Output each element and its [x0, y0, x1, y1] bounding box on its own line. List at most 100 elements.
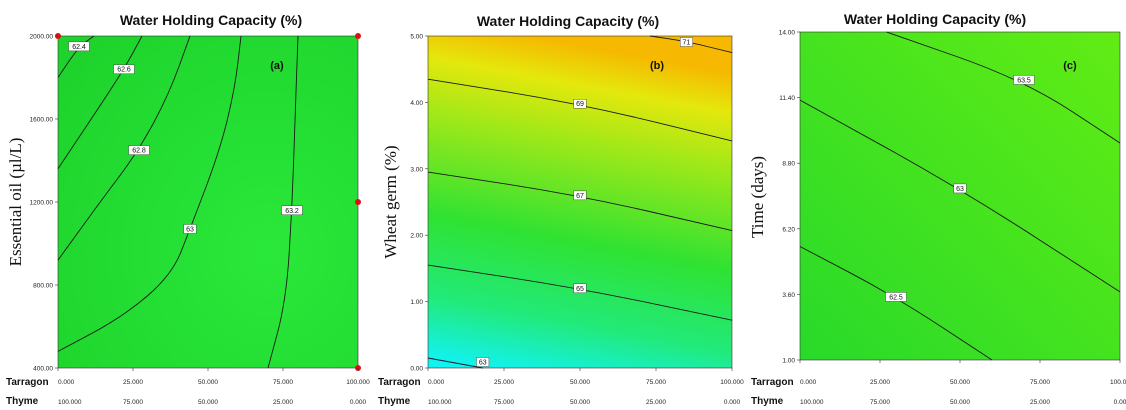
- panel-c-x-row-tarragon: Tarragon: [751, 377, 794, 388]
- contour-label-box: [573, 99, 587, 109]
- x-tick-label-thyme: 25.000: [273, 399, 293, 406]
- y-tick-label: 2.00: [410, 233, 423, 240]
- x-tick-label-tarragon: 75.000: [273, 379, 293, 386]
- panel-c-ylabel: Time (days): [748, 156, 767, 238]
- contour-line: [427, 264, 733, 321]
- panel-b-plot-area: [427, 35, 733, 369]
- contour-label-box: [183, 224, 197, 234]
- contour-line: [427, 357, 483, 369]
- x-tick-label-thyme: 75.000: [494, 399, 514, 406]
- contour-label-box: [68, 41, 90, 52]
- contour-line: [267, 35, 299, 369]
- panel-a-x-row-thyme: Thyme: [6, 396, 39, 407]
- panel-b-y-ticks: 0.00 1.00 2.00 3.00 4.00 5.00: [410, 34, 428, 373]
- panel-a-contours: 62.4 62.6 62.8 63 63.2: [55, 33, 361, 371]
- x-tick-label-thyme: 75.000: [123, 399, 143, 406]
- y-tick-label: 1200.00: [30, 200, 54, 207]
- contour-line: [799, 99, 1121, 293]
- y-tick-label: 3.00: [410, 166, 423, 173]
- panel-a-label: (a): [270, 60, 284, 72]
- design-point-marker: [355, 33, 361, 39]
- x-tick-label-thyme: 50.000: [198, 399, 218, 406]
- x-tick-label-tarragon: 100.000: [720, 379, 744, 386]
- x-tick-label-tarragon: 25.000: [494, 379, 514, 386]
- x-tick-label-thyme: 100.000: [58, 399, 82, 406]
- x-tick-label-thyme: 100.000: [800, 399, 824, 406]
- contour-label-box: [128, 145, 150, 155]
- y-tick-label: 5.00: [410, 34, 423, 41]
- contour-label-box: [113, 64, 135, 74]
- x-tick-label-thyme: 0.000: [350, 399, 367, 406]
- x-tick-label-tarragon: 50.000: [570, 379, 590, 386]
- contour-label: 69: [576, 101, 584, 108]
- x-tick-label-thyme: 50.000: [570, 399, 590, 406]
- x-tick-label-tarragon: 25.000: [870, 379, 890, 386]
- contour-line: [649, 35, 733, 54]
- panel-a-x-ticks: 0.000 25.000 50.000 75.000 100.000 100.000 75.…: [57, 368, 370, 406]
- x-tick-label-tarragon: 0.000: [800, 379, 817, 386]
- x-tick-label-thyme: 75.000: [870, 399, 890, 406]
- panel-b-x-ticks: 0.000 25.000 50.000 75.000 100.000 100.000 75.…: [427, 368, 744, 406]
- panel-b-label: (b): [650, 60, 664, 72]
- contour-label-box: [680, 37, 693, 47]
- panel-c: Water Holding Capacity (%) Time (days) 6…: [748, 11, 1126, 407]
- x-tick-label-tarragon: 0.000: [58, 379, 75, 386]
- x-tick-label-tarragon: 50.000: [950, 379, 970, 386]
- contour-label: 67: [576, 193, 584, 200]
- panel-c-title: Water Holding Capacity (%): [844, 11, 1026, 27]
- panel-c-label: (c): [1063, 60, 1077, 72]
- x-tick-label-thyme: 0.00: [1114, 399, 1126, 406]
- contour-label: 62.6: [117, 67, 131, 74]
- y-tick-label: 4.00: [410, 100, 423, 107]
- contour-label-box: [953, 183, 967, 194]
- contour-label-box: [885, 292, 907, 302]
- y-tick-label: 8.80: [782, 161, 795, 168]
- x-tick-label-thyme: 50.000: [950, 399, 970, 406]
- contour-label-box: [281, 205, 303, 216]
- panel-c-contours: 63.5 63 62.5: [799, 31, 1121, 361]
- contour-line: [427, 171, 733, 232]
- contour-line: [886, 31, 1121, 144]
- y-tick-label: 1.00: [410, 299, 423, 306]
- contour-line: [57, 35, 242, 352]
- y-tick-label: 3.60: [782, 292, 795, 299]
- x-tick-label-thyme: 0.000: [724, 399, 741, 406]
- panel-a-title: Water Holding Capacity (%): [120, 12, 302, 28]
- panel-a-y-ticks: 400.00 800.00 1200.00 1600.00 2000.00: [30, 34, 58, 373]
- x-tick-label-tarragon: 25.000: [123, 379, 143, 386]
- x-tick-label-tarragon: 75.000: [1030, 379, 1050, 386]
- y-tick-label: 800.00: [33, 283, 53, 290]
- panel-b-contours: 63 65 67 69 71: [427, 35, 733, 369]
- y-tick-label: 1600.00: [30, 117, 54, 124]
- contour-label: 63.2: [285, 208, 299, 215]
- panel-a: Water Holding Capacity (%) Essential oil…: [6, 12, 370, 407]
- y-tick-label: 6.20: [782, 226, 795, 233]
- x-tick-label-tarragon: 100.00: [1110, 379, 1126, 386]
- y-tick-label: 14.00: [779, 30, 796, 37]
- contour-line: [57, 35, 191, 261]
- contour-label: 63: [186, 226, 194, 233]
- panel-a-plot-area: [57, 35, 359, 369]
- y-tick-label: 400.00: [33, 366, 53, 373]
- contour-label: 63: [956, 186, 964, 193]
- x-tick-label-tarragon: 75.000: [646, 379, 666, 386]
- x-tick-label-tarragon: 100.000: [346, 379, 370, 386]
- contour-label-box: [573, 283, 587, 294]
- x-tick-label-thyme: 100.000: [428, 399, 452, 406]
- y-tick-label: 1.00: [782, 358, 795, 365]
- x-tick-label-thyme: 25.000: [1030, 399, 1050, 406]
- contour-label: 63.5: [1017, 77, 1031, 84]
- design-point-marker: [355, 199, 361, 205]
- x-tick-label-tarragon: 50.000: [198, 379, 218, 386]
- x-tick-label-thyme: 25.000: [646, 399, 666, 406]
- panel-c-plot-area: [799, 31, 1121, 361]
- contour-label: 62.4: [72, 44, 86, 51]
- panel-c-y-ticks: 1.00 3.60 6.20 8.80 11.40 14.00: [779, 30, 800, 365]
- panel-b-title: Water Holding Capacity (%): [477, 13, 659, 29]
- contour-label: 62.8: [132, 148, 146, 155]
- panel-a-ylabel: Essential oil (µl/L): [6, 138, 25, 267]
- x-tick-label-tarragon: 0.000: [428, 379, 445, 386]
- y-tick-label: 0.00: [410, 366, 423, 373]
- y-tick-label: 2000.00: [30, 34, 54, 41]
